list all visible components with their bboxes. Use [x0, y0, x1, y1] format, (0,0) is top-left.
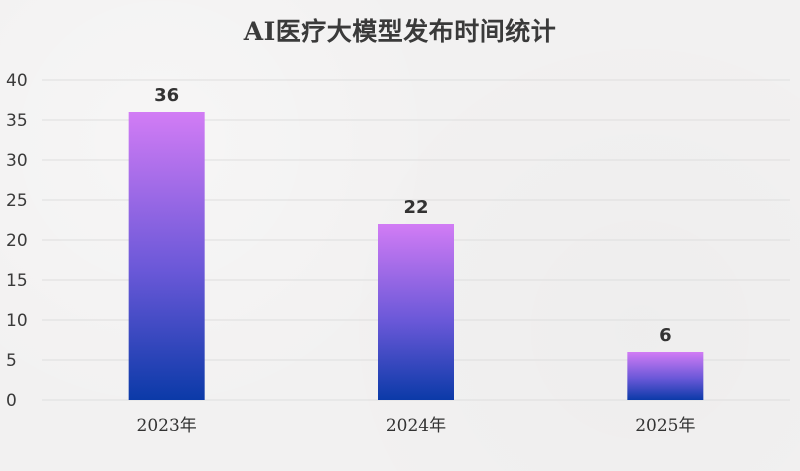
- y-tick-label: 30: [6, 151, 28, 171]
- y-tick-label: 35: [6, 111, 28, 131]
- y-tick-label: 10: [6, 311, 28, 331]
- bar: [128, 112, 205, 400]
- y-tick-label: 0: [6, 391, 17, 411]
- y-tick-label: 25: [6, 191, 28, 211]
- bar: [378, 224, 454, 400]
- data-label: 6: [659, 325, 672, 346]
- data-labels: 36 22 6: [154, 85, 671, 346]
- bars: [128, 112, 704, 400]
- data-label: 36: [154, 85, 179, 106]
- y-tick-label: 15: [6, 271, 28, 291]
- data-label: 22: [403, 197, 428, 218]
- y-tick-label: 20: [6, 231, 28, 251]
- x-tick-label: 2023年: [137, 416, 197, 436]
- bar: [627, 352, 704, 400]
- y-tick-label: 40: [6, 71, 28, 91]
- x-axis-ticks: 2023年 2024年 2025年: [137, 416, 696, 436]
- chart-title: AI医疗大模型发布时间统计: [243, 17, 557, 46]
- y-tick-label: 5: [6, 351, 17, 371]
- x-tick-label: 2024年: [386, 416, 446, 436]
- x-tick-label: 2025年: [635, 416, 695, 436]
- y-axis-ticks: 0 5 10 15 20 25 30 35 40: [6, 71, 28, 411]
